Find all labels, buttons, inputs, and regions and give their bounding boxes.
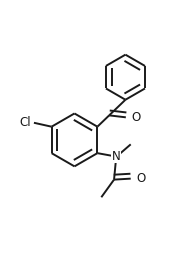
- Text: O: O: [137, 172, 146, 185]
- Text: O: O: [132, 111, 141, 124]
- Text: Cl: Cl: [19, 116, 31, 129]
- Text: N: N: [112, 150, 120, 163]
